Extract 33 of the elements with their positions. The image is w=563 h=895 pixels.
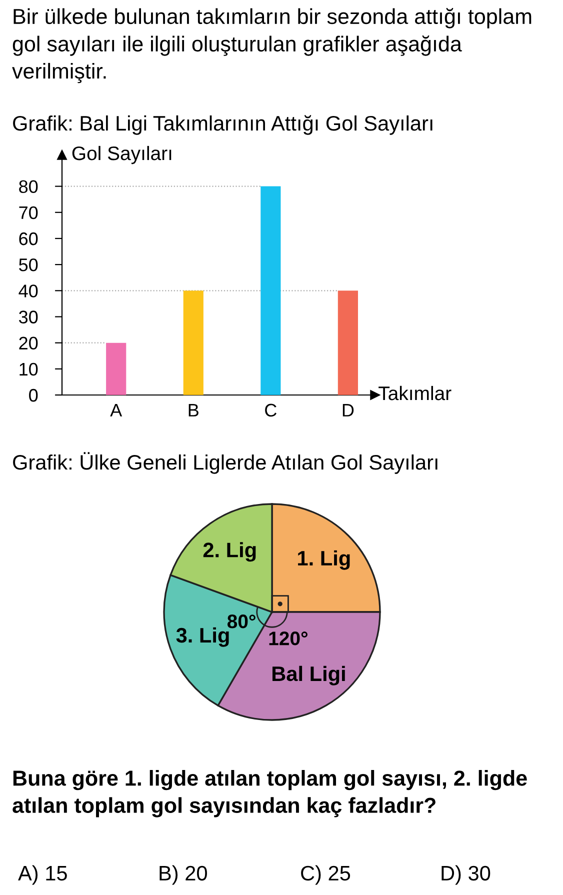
text: C) 25 <box>301 865 350 885</box>
chart-title: Grafik: Bal Ligi Takımlarının Attığı Gol Sayıları <box>13 115 432 135</box>
y-tick-label: 80 <box>19 180 38 194</box>
bar <box>260 186 281 395</box>
y-tick-label: 50 <box>19 258 38 272</box>
text: B) 20 <box>160 865 207 885</box>
slice-label: Bal Ligi <box>272 666 345 686</box>
y-tick-label: 70 <box>19 206 38 220</box>
x-tick-label: C <box>265 404 276 417</box>
y-axis-title: Gol Sayıları <box>72 146 172 164</box>
data-label: 80° <box>227 614 256 628</box>
x-tick-label: A <box>110 404 122 416</box>
x-tick-label: B <box>188 404 198 416</box>
bar <box>106 342 126 395</box>
x-tick-label: D <box>342 404 354 416</box>
y-tick-label: 10 <box>20 362 38 376</box>
text: Buna göre 1. ligde atılan toplam gol sayısı, 2. ligde atılan toplam gol sayısından kaç fazladır? <box>12 770 527 818</box>
slice-label: 3. Lig <box>176 627 229 647</box>
bar <box>338 290 358 395</box>
data-label: 120° <box>269 632 308 646</box>
y-tick-label: 0 <box>29 388 38 402</box>
slice-label: 1. Lig <box>298 550 350 570</box>
slice-label: 2. Lig <box>203 542 256 562</box>
y-tick-label: 40 <box>18 284 38 298</box>
y-tick-label: 20 <box>19 336 38 350</box>
text: D) 30 <box>442 865 490 885</box>
chart-title: Grafik: Ülke Geneli Liglerde Atılan Gol Sayıları <box>13 452 438 474</box>
y-tick-label: 60 <box>19 232 38 246</box>
y-tick-label: 30 <box>18 310 38 324</box>
bar <box>183 290 204 395</box>
x-axis-title: Takımlar <box>378 386 452 400</box>
text: A) 15 <box>18 865 67 885</box>
text: Bir ülkede bulunan takımların bir sezonda attığı toplam gol sayıları ile ilgili oluşturulan grafikler aşağıda verilmiştir. <box>12 8 532 84</box>
